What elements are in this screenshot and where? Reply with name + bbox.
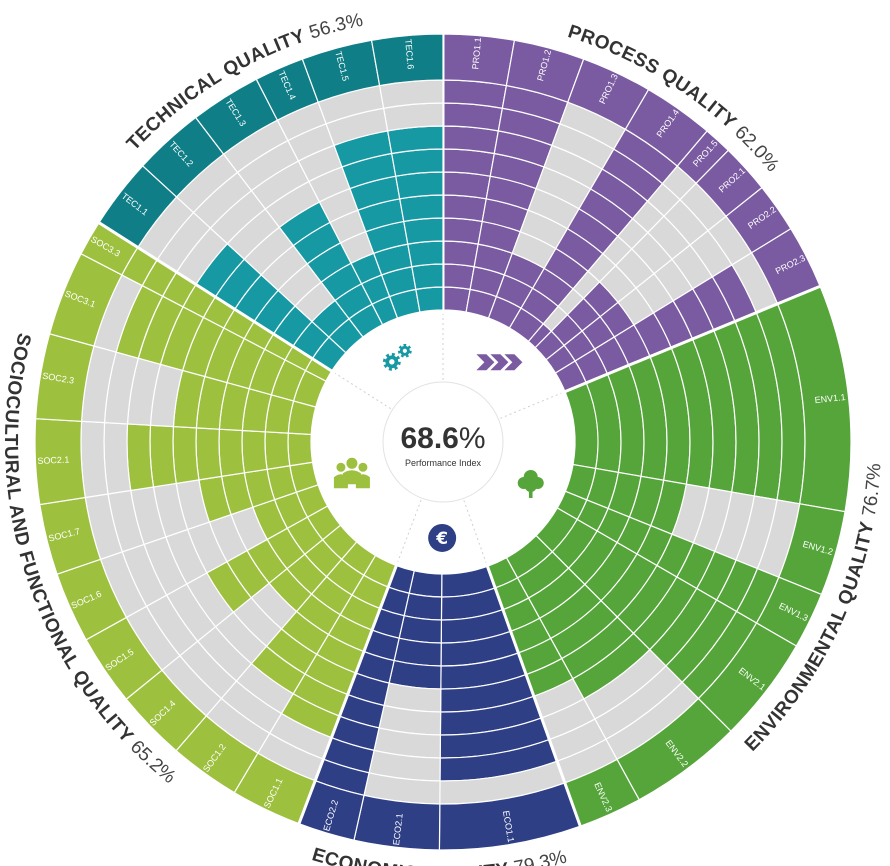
criterion-soc1-1: SOC1.1: [233, 554, 398, 825]
criterion-cell: [149, 424, 177, 488]
rings-layer: PRO1.1 PRO1.2PRO1.3PRO1.4PRO1.5PRO2.1PRO2…: [29, 28, 857, 856]
category-score: 76.7%: [859, 463, 886, 519]
criterion-env1-2: ENV1.2: [564, 463, 846, 596]
criterion-eco2-2: ECO2.2: [298, 564, 415, 841]
criterion-pro2-3: PRO2.3: [554, 227, 821, 393]
double-chevron-icon: [476, 354, 523, 371]
criterion-cell: [264, 431, 291, 470]
criterion-id-label: TEC1.6: [403, 39, 416, 70]
criterion-cell: [407, 240, 444, 268]
criterion-tec1-4: TEC1.4: [255, 58, 399, 326]
criterion-soc1-2: SOC1.2: [175, 541, 377, 794]
category-separator: [93, 218, 333, 373]
people-icon: [333, 457, 370, 489]
criterion-tec1-2: TEC1.2: [141, 116, 364, 354]
criterion-cell: [408, 570, 443, 598]
category-soc: SOC1.1SOC1.2SOC1.4SOC1.5SOC1.6SOC1.7SOC2…: [34, 221, 398, 825]
criterion-cell: [442, 286, 471, 313]
criterion-tec1-5: TEC1.5: [301, 39, 421, 319]
criterion-soc1-6: SOC1.6: [56, 484, 329, 641]
criterion-eco1-1: ECO1.1: [438, 565, 582, 851]
criterion-cell: [103, 421, 132, 495]
criterion-id-label: ENV1.1: [814, 392, 846, 405]
performance-index-unit: %: [459, 422, 486, 455]
criterion-id-label: ECO2.1: [391, 813, 405, 846]
center-divider: [500, 392, 562, 419]
gears-icon: [382, 344, 412, 371]
criterion-tec1-6: TEC1.6: [370, 33, 444, 313]
criterion-cell: [126, 423, 155, 492]
performance-index-number: 68.6: [400, 422, 458, 455]
criterion-cell: [391, 148, 444, 177]
category-icons: €: [333, 344, 544, 552]
criterion-pro1-1: PRO1.1: [442, 33, 516, 313]
criterion-cell: [172, 425, 200, 485]
outer-rim: [29, 28, 857, 856]
criterion-cell: [195, 427, 223, 481]
center-divider: [334, 372, 391, 410]
criterion-cell: [442, 240, 479, 268]
category-separator: [486, 565, 584, 833]
criterion-cell: [241, 429, 268, 474]
criterion-soc2-3: SOC2.3: [35, 333, 317, 436]
performance-index-value: 68.6%: [400, 422, 485, 455]
euro-icon: €: [428, 523, 457, 552]
center-layer: 68.6% Performance Index €: [313, 312, 573, 572]
center-dividers: [334, 314, 562, 563]
criterion-cell: [287, 432, 314, 467]
category-score: 79.3%: [512, 847, 569, 866]
criterion-cell: [386, 125, 444, 155]
category-pro: PRO1.1 PRO1.2PRO1.3PRO1.4PRO1.5PRO2.1PRO2…: [442, 33, 821, 393]
criterion-cell: [403, 217, 444, 245]
tree-icon: [517, 469, 544, 498]
svg-text:€: €: [435, 529, 448, 549]
criterion-pro1-3: PRO1.3: [487, 58, 650, 329]
performance-index-label: Performance Index: [405, 458, 482, 468]
criterion-id-label: PRO1.1: [470, 37, 483, 70]
criterion-cell: [403, 592, 443, 621]
criterion-outer-band: [370, 33, 444, 87]
center-inner-ring: [382, 381, 504, 503]
criterion-cell: [442, 171, 491, 200]
criterion-env2-3: ENV2.3: [486, 556, 640, 827]
criterion-cell: [218, 428, 246, 478]
criterion-id-label: SOC2.1: [37, 454, 69, 466]
criterion-cell: [80, 420, 109, 499]
criterion-cell: [411, 263, 444, 291]
criterion-cell: [442, 263, 475, 291]
criterion-cell: [442, 148, 495, 177]
criterion-env2-2: ENV2.2: [505, 534, 732, 801]
category-separator: [295, 564, 398, 830]
criterion-cell: [442, 217, 483, 245]
criterion-cell: [442, 194, 487, 223]
criterion-cell: [395, 171, 444, 200]
category-separator: [564, 282, 827, 394]
criterion-soc1-7: SOC1.7: [39, 461, 319, 575]
criterion-pro1-5: PRO1.5: [527, 130, 730, 349]
criterion-tec1-3: TEC1.3: [194, 78, 384, 338]
criterion-cell: [399, 194, 444, 223]
center-divider: [397, 499, 422, 562]
criterion-pro1-2: PRO1.2: [465, 39, 585, 319]
criterion-soc1-4: SOC1.4: [125, 524, 358, 752]
criterion-cell: [415, 286, 444, 313]
center-divider: [463, 500, 487, 563]
criterion-soc3-1: SOC3.1: [48, 252, 327, 408]
criterion-env2-1: ENV2.1: [535, 507, 798, 732]
criterion-tec1-1: TEC1.1: [98, 164, 347, 372]
criterion-cell: [442, 125, 500, 155]
